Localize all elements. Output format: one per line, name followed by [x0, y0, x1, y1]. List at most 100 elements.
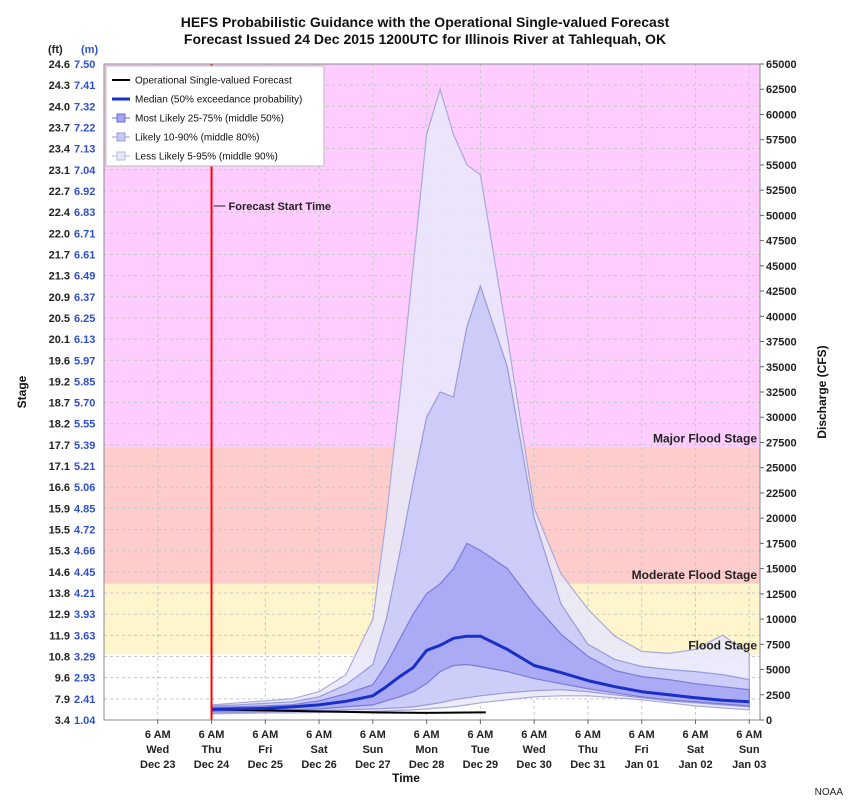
time-tick-label: Sat	[687, 744, 704, 756]
stage-tick-m: 4.66	[74, 546, 95, 558]
noaa-credit: NOAA	[815, 787, 844, 798]
stage-tick-ft: 10.8	[49, 652, 70, 664]
time-axis: 6 AM Wed Dec 23 6 AM Thu Dec 24 6 AM Fri Dec 25 6…	[140, 720, 766, 771]
stage-tick-ft: 23.1	[49, 165, 70, 177]
cfs-tick-label: 2500	[766, 690, 790, 702]
time-axis-title: Time	[392, 771, 420, 785]
cfs-tick-label: 20000	[766, 513, 797, 525]
time-tick-label: 6 AM	[575, 729, 601, 741]
stage-tick-ft: 13.8	[49, 588, 70, 600]
stage-tick-ft: 24.3	[49, 80, 70, 92]
time-tick-label: 6 AM	[467, 729, 493, 741]
stage-tick-m: 6.92	[74, 186, 95, 198]
stage-tick-m: 5.21	[74, 461, 95, 473]
cfs-tick-label: 0	[766, 715, 772, 727]
stage-tick-ft: 22.7	[49, 186, 70, 198]
cfs-tick-label: 57500	[766, 135, 797, 147]
cfs-tick-label: 50000	[766, 210, 797, 222]
stage-tick-m: 6.83	[74, 207, 95, 219]
stage-tick-ft: 23.4	[49, 144, 71, 156]
cfs-tick-label: 30000	[766, 412, 797, 424]
time-tick-label: Wed	[146, 744, 169, 756]
flood-stage-labels: Flood Stage Moderate Flood Stage Major Flo…	[632, 432, 758, 653]
stage-tick-ft: 15.5	[49, 525, 70, 537]
stage-tick-ft: 7.9	[55, 694, 70, 706]
stage-tick-m: 6.13	[74, 334, 95, 346]
stage-tick-ft: 9.6	[55, 673, 70, 685]
stage-tick-m: 3.93	[74, 609, 95, 621]
cfs-tick-label: 10000	[766, 614, 797, 626]
time-tick-label: Tue	[471, 744, 490, 756]
time-tick-label: Dec 31	[570, 759, 605, 771]
time-tick-label: 6 AM	[736, 729, 762, 741]
stage-tick-m: 5.06	[74, 482, 95, 494]
cfs-tick-label: 27500	[766, 437, 797, 449]
stage-tick-ft: 18.7	[49, 398, 70, 410]
chart-title-line1: HEFS Probabilistic Guidance with the Ope…	[181, 14, 670, 30]
time-tick-label: 6 AM	[414, 729, 440, 741]
time-tick-label: Dec 29	[463, 759, 498, 771]
median-line	[211, 634, 750, 711]
stage-tick-ft: 22.0	[49, 228, 70, 240]
stage-tick-m: 6.37	[74, 292, 95, 304]
stage-tick-ft: 19.2	[49, 376, 70, 388]
legend-swatch-box	[116, 151, 126, 161]
stage-tick-ft: 23.7	[49, 122, 70, 134]
time-tick-label: 6 AM	[683, 729, 709, 741]
stage-tick-m: 4.72	[74, 525, 95, 537]
unit-ft-header: (ft)	[48, 44, 63, 56]
time-tick-label: 6 AM	[521, 729, 547, 741]
time-tick-label: Mon	[415, 744, 438, 756]
stage-tick-ft: 3.4	[55, 715, 71, 727]
stage-tick-ft: 18.2	[49, 419, 70, 431]
time-tick-label: 6 AM	[306, 729, 332, 741]
label-moderate-flood-stage: Moderate Flood Stage	[632, 568, 758, 582]
stage-tick-m: 7.22	[74, 122, 95, 134]
legend-entry-label: Less Likely 5-95% (middle 90%)	[135, 152, 278, 163]
stage-tick-m: 3.63	[74, 630, 95, 642]
stage-tick-m: 7.04	[74, 165, 96, 177]
stage-tick-ft: 22.4	[49, 207, 71, 219]
time-tick-label: 6 AM	[199, 729, 225, 741]
stage-tick-m: 4.85	[74, 503, 95, 515]
time-tick-label: Dec 24	[194, 759, 230, 771]
time-tick-label: Dec 30	[516, 759, 551, 771]
stage-tick-m: 4.21	[74, 588, 95, 600]
time-tick-label: Jan 01	[625, 759, 659, 771]
cfs-tick-label: 35000	[766, 362, 797, 374]
stage-tick-m: 6.71	[74, 228, 95, 240]
time-tick-label: Dec 26	[301, 759, 336, 771]
forecast-start-marker: Forecast Start Time	[210, 64, 331, 720]
cfs-tick-label: 65000	[766, 59, 797, 71]
time-tick-label: Sun	[739, 744, 760, 756]
stage-tick-ft: 20.9	[49, 292, 70, 304]
stage-axis-title: Stage	[15, 375, 29, 408]
cfs-tick-label: 25000	[766, 463, 797, 475]
cfs-tick-label: 60000	[766, 109, 797, 121]
stage-tick-m: 5.39	[74, 440, 95, 452]
label-major-flood-stage: Major Flood Stage	[653, 432, 757, 446]
stage-tick-m: 6.49	[74, 271, 95, 283]
stage-tick-m: 4.45	[74, 567, 95, 579]
cfs-tick-label: 40000	[766, 311, 797, 323]
cfs-tick-label: 22500	[766, 488, 797, 500]
time-tick-label: Wed	[523, 744, 546, 756]
cfs-tick-label: 7500	[766, 639, 790, 651]
stage-tick-ft: 15.3	[49, 546, 70, 558]
stage-tick-ft: 21.3	[49, 271, 70, 283]
cfs-tick-label: 62500	[766, 84, 797, 96]
time-tick-label: 6 AM	[145, 729, 171, 741]
stage-tick-ft: 17.1	[49, 461, 70, 473]
legend-swatch-box	[116, 113, 126, 123]
time-tick-label: Fri	[258, 744, 272, 756]
cfs-tick-label: 37500	[766, 337, 797, 349]
time-tick-label: Dec 28	[409, 759, 444, 771]
stage-tick-m: 7.32	[74, 101, 95, 113]
stage-tick-m: 2.93	[74, 673, 95, 685]
stage-tick-ft: 15.9	[49, 503, 70, 515]
cfs-tick-label: 12500	[766, 589, 797, 601]
cfs-tick-label: 32500	[766, 387, 797, 399]
time-tick-label: 6 AM	[360, 729, 386, 741]
stage-axis: 3.4 1.04 7.9 2.41 9.6 2.93 10.8 3.29 11.9 3.63 12.…	[49, 59, 97, 727]
